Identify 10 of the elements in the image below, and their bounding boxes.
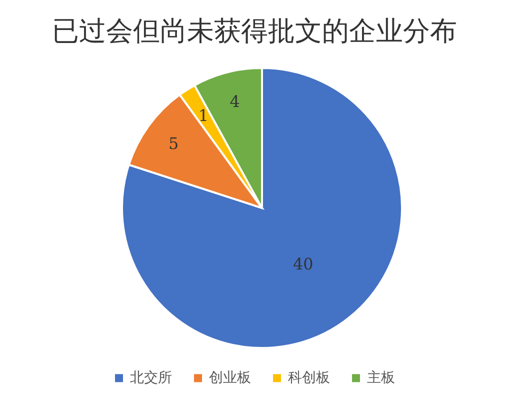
data-label: 1 <box>198 106 209 125</box>
legend-label: 科创板 <box>288 370 330 386</box>
legend-label: 北交所 <box>130 370 172 386</box>
pie-slice <box>121 67 403 349</box>
data-label: 4 <box>230 92 240 112</box>
legend-label: 创业板 <box>209 370 251 386</box>
data-label: 5 <box>168 134 179 153</box>
data-label: 40 <box>292 254 314 274</box>
chart-title: 已过会但尚未获得批文的企业分布 <box>52 16 457 47</box>
legend-label: 主板 <box>367 370 395 386</box>
